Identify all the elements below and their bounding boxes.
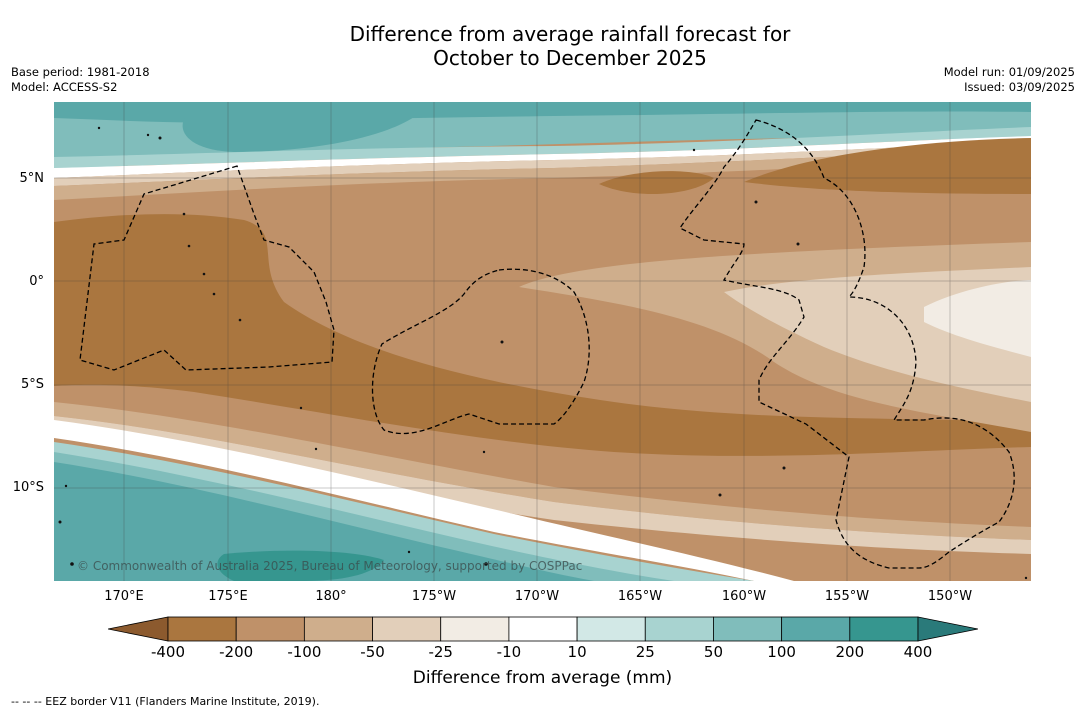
anomaly-north-dry-mid: [54, 148, 1031, 200]
graticule: [54, 102, 1031, 581]
colorbar-tick-label: -10: [496, 643, 522, 661]
meta-left: Base period: 1981-2018 Model: ACCESS-S2: [11, 65, 150, 95]
anomaly-south-wet-strong: [54, 462, 594, 581]
colorbar-tick-label: -200: [219, 643, 254, 661]
anomaly-south-wet-core: [217, 550, 384, 581]
colorbar-bin: [644, 616, 714, 642]
colorbar-bin: [372, 616, 442, 642]
anomaly-dry-band: [54, 214, 1031, 456]
island-dot: [796, 242, 800, 246]
island-dot: [782, 466, 786, 470]
island-dot: [500, 340, 504, 344]
colorbar-tick-label: -50: [360, 643, 385, 661]
anomaly-dry-patch-north: [599, 171, 714, 195]
colorbar: [108, 616, 978, 642]
lon-label-160w: 160°W: [721, 589, 767, 604]
island-dot: [314, 447, 318, 451]
island-dot: [407, 550, 411, 554]
island-dot: [484, 562, 488, 566]
eez-borders: [79, 119, 1015, 569]
lon-label-180: 180°: [315, 589, 347, 604]
colorbar-bin: [235, 616, 305, 642]
lon-label-170e: 170°E: [104, 589, 144, 604]
base-period: Base period: 1981-2018: [11, 65, 150, 79]
title-line-2: October to December 2025: [433, 46, 707, 70]
anomaly-south-neutral: [54, 420, 794, 581]
colorbar-tick-label: -100: [287, 643, 322, 661]
anomaly-north-wet-core: [182, 106, 414, 152]
anomaly-dry-patch-northeast: [744, 138, 1031, 194]
colorbar-bin: [167, 616, 237, 642]
island-dot: [158, 136, 162, 140]
lon-label-175e: 175°E: [208, 589, 248, 604]
lon-label-165w: 165°W: [617, 589, 663, 604]
eez-east: [679, 119, 1015, 569]
lat-label-0: 0°: [29, 274, 44, 289]
anomaly-south-dry-mid: [54, 402, 1031, 540]
island-dot: [97, 126, 101, 130]
lat-label-5n: 5°N: [19, 171, 45, 186]
colorbar-bin: [781, 616, 851, 642]
lat-label-5s: 5°S: [20, 377, 44, 392]
colorbar-tick-label: 400: [903, 643, 933, 661]
island-dot: [182, 212, 186, 216]
colorbar-bin: [849, 616, 919, 642]
islands: [58, 126, 1028, 580]
colorbar-tick-label: 100: [767, 643, 796, 661]
colorbar-bin: [508, 616, 578, 642]
colorbar-extend-low: [108, 616, 169, 642]
rainfall-map: [54, 102, 1031, 581]
colorbar-label: Difference from average (mm): [412, 668, 673, 688]
island-dot: [146, 133, 150, 137]
colorbar-tick-label: -25: [428, 643, 453, 661]
anomaly-east-near-neutral: [924, 280, 1031, 357]
model-run: Model run: 01/09/2025: [943, 65, 1075, 79]
colorbar-bin: [440, 616, 510, 642]
island-dot: [202, 272, 206, 276]
colorbar-tick-label: -400: [150, 643, 186, 661]
anomaly-south-dry-light: [54, 416, 1031, 554]
eez-west: [79, 165, 335, 371]
colorbar-tick-label: 50: [703, 643, 723, 661]
island-dot: [212, 292, 216, 296]
island-dot: [238, 318, 242, 322]
island-dot: [187, 244, 191, 248]
island-dot: [64, 484, 68, 488]
colorbar-bin: [576, 616, 646, 642]
lat-label-10s: 10°S: [12, 480, 44, 495]
lon-label-175w: 175°W: [411, 589, 457, 604]
colorbar-tick-label: 10: [567, 643, 587, 661]
island-dot: [70, 562, 74, 566]
anomaly-north-transition: [54, 127, 1031, 168]
eez-footnote: -- -- -- EEZ border V11 (Flanders Marine…: [11, 695, 320, 708]
lon-label-155w: 155°W: [824, 589, 870, 604]
lon-label-150w: 150°W: [927, 589, 973, 604]
island-dot: [718, 493, 722, 497]
island-dot: [754, 200, 758, 204]
island-dot: [58, 520, 62, 524]
meta-right: Model run: 01/09/2025 Issued: 03/09/2025: [944, 65, 1075, 95]
title-line-1: Difference from average rainfall forecas…: [349, 22, 791, 46]
copyright-notice: © Commonwealth of Australia 2025, Bureau…: [77, 559, 583, 573]
island-dot: [1024, 576, 1028, 580]
colorbar-tick-label: 200: [835, 643, 865, 661]
colorbar-bin: [303, 616, 373, 642]
anomaly-north-dry-light: [54, 142, 1031, 186]
anomaly-north-neutral: [54, 136, 1031, 178]
lon-label-170w: 170°W: [514, 589, 560, 604]
island-dot: [692, 148, 696, 152]
island-dot: [299, 406, 303, 410]
model-name: Model: ACCESS-S2: [11, 80, 118, 94]
chart-title: Difference from average rainfall forecas…: [0, 22, 1085, 70]
eez-center: [371, 268, 590, 435]
colorbar-extend-high: [917, 616, 978, 642]
colorbar-bin: [713, 616, 783, 642]
colorbar-tick-label: 25: [635, 643, 655, 661]
island-dot: [482, 450, 486, 454]
issued-date: Issued: 03/09/2025: [964, 80, 1075, 94]
